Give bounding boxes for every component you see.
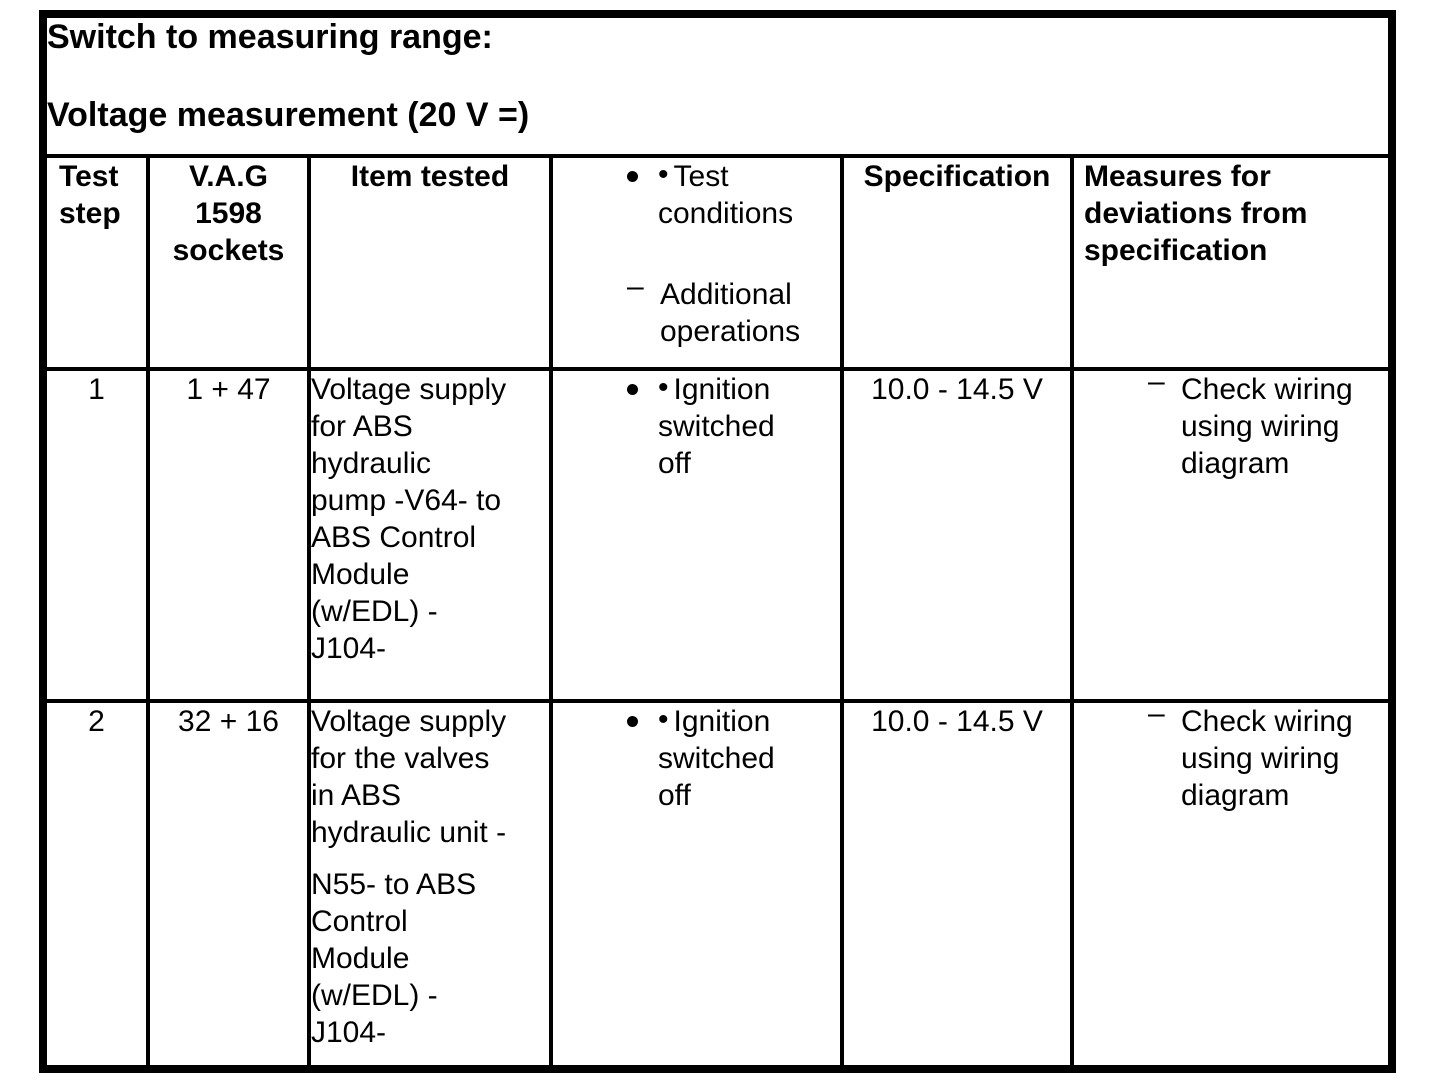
table-row: 1 1 + 47 Voltage supply for ABS hydrauli…	[45, 365, 1391, 703]
dash-icon: –	[1148, 697, 1165, 730]
row1-item-tested: Voltage supply for ABS hydraulic pump -V…	[307, 367, 553, 703]
list-bullet-icon	[627, 384, 638, 395]
row1-condition-label: Ignition switched off	[658, 373, 775, 480]
list-bullet-icon	[627, 171, 638, 182]
col-header-test-conditions: • Test conditions – Additional operations	[549, 154, 844, 371]
row2-test-conditions: • Ignition switched off	[549, 699, 844, 1067]
table-title-cell: Switch to measuring range: Voltage measu…	[44, 16, 1391, 158]
col-header-vag-sockets: V.A.G 1598 sockets	[146, 154, 311, 371]
dash-icon: –	[1148, 365, 1165, 398]
row2-condition-label: Ignition switched off	[658, 705, 775, 812]
voltage-measurement-table: Switch to measuring range: Voltage measu…	[44, 16, 1391, 1067]
col-header-item-tested: Item tested	[307, 154, 553, 371]
measurement-mode-title: Voltage measurement (20 V =)	[47, 96, 530, 134]
row2-sockets: 32 + 16	[146, 699, 311, 1067]
row2-item-tested: Voltage supply for the valves in ABS hyd…	[307, 699, 553, 1067]
row2-measures: – Check wiring using wiring diagram	[1069, 697, 1391, 1067]
sub-bullet-icon: •	[658, 703, 669, 736]
row2-test-step: 2	[45, 699, 150, 1067]
measuring-range-title: Switch to measuring range:	[47, 18, 493, 56]
row1-sockets: 1 + 47	[146, 367, 311, 703]
row1-test-conditions: • Ignition switched off	[549, 367, 844, 703]
service-test-table: Switch to measuring range: Voltage measu…	[39, 10, 1396, 1073]
sub-bullet-icon: •	[658, 371, 669, 404]
row1-measures: – Check wiring using wiring diagram	[1069, 365, 1391, 703]
additional-operations-label: Additional operations	[660, 278, 801, 348]
additional-operations-list-item: – Additional operations	[553, 270, 840, 350]
row1-test-step: 1	[45, 367, 150, 703]
col-header-specification: Specification	[840, 154, 1074, 371]
test-conditions-label: Test conditions	[658, 160, 794, 230]
table-row: 2 32 + 16 Voltage supply for the valves …	[45, 697, 1391, 1067]
row1-specification: 10.0 - 14.5 V	[840, 367, 1074, 703]
dash-icon: –	[627, 270, 644, 303]
col-header-test-step: Test step	[45, 154, 150, 371]
test-conditions-list-item: • Test conditions	[553, 158, 840, 232]
sub-bullet-icon: •	[658, 158, 669, 191]
row2-measures-label: Check wiring using wiring diagram	[1181, 705, 1353, 812]
row2-specification: 10.0 - 14.5 V	[840, 699, 1074, 1067]
list-bullet-icon	[627, 716, 638, 727]
col-header-measures: Measures for deviations from specificati…	[1069, 154, 1391, 371]
row1-measures-label: Check wiring using wiring diagram	[1181, 373, 1353, 480]
